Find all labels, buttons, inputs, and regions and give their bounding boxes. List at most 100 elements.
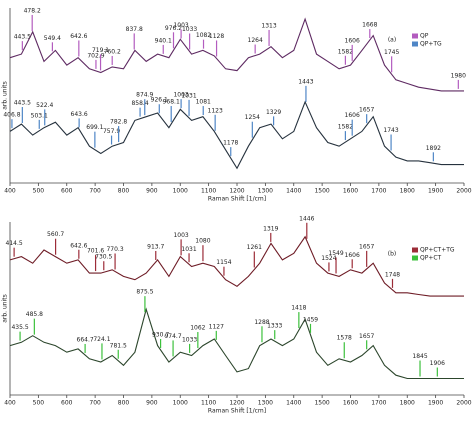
x-tick-label: 2000 <box>456 400 471 407</box>
x-tick-label: 1400 <box>286 400 301 407</box>
peak-label: 443.5 <box>14 34 31 41</box>
peak-label: 1254 <box>245 114 260 121</box>
peak-label: 1657 <box>359 107 374 114</box>
peak-label: 642.6 <box>70 33 87 40</box>
peak-label: 1657 <box>359 243 374 250</box>
peak-label: 1743 <box>383 127 398 134</box>
peak-label: 1606 <box>345 252 360 259</box>
peak-label: 1123 <box>208 107 223 114</box>
x-tick-label: 1900 <box>428 400 443 407</box>
peak-label: 1003 <box>173 22 188 29</box>
peak-label: 724.1 <box>93 336 110 343</box>
peak-label: 1524 <box>321 255 336 262</box>
peak-label: 874.9 <box>136 92 153 99</box>
peak-label: 913.7 <box>147 243 164 250</box>
x-axis-label: Raman Shift [1/cm] <box>208 408 266 415</box>
x-tick-label: 900 <box>146 188 158 195</box>
x-tick-label: 800 <box>118 188 130 195</box>
peak-label: 976.2 <box>165 25 182 32</box>
peak-label: 522.4 <box>36 102 53 109</box>
peak-label: 478.2 <box>24 7 41 14</box>
spectrum-line <box>9 235 464 297</box>
legend-swatch <box>412 247 418 253</box>
peak-label: 1657 <box>359 333 374 340</box>
peak-label: 781.5 <box>110 342 127 349</box>
x-tick-label: 1600 <box>343 400 358 407</box>
x-tick-label: 1900 <box>428 188 443 195</box>
x-tick-label: 1300 <box>258 400 273 407</box>
peak-label: 1578 <box>337 335 352 342</box>
peak-label: 1319 <box>263 225 278 232</box>
peak-label: 760.2 <box>104 48 121 55</box>
peak-label: 1446 <box>299 215 314 222</box>
x-tick-label: 1500 <box>314 400 329 407</box>
peak-label: 1003 <box>173 92 188 99</box>
peak-label: 1418 <box>291 305 306 312</box>
x-tick-label: 1100 <box>201 188 216 195</box>
x-tick-label: 1600 <box>343 188 358 195</box>
peak-label: 968.1 <box>163 99 180 106</box>
x-tick-label: 1000 <box>173 188 188 195</box>
peak-label: 701.6 <box>87 248 104 255</box>
peak-label: 1745 <box>384 49 399 56</box>
legend-swatch <box>412 255 418 261</box>
peak-label: 1031 <box>181 246 196 253</box>
x-axis-label: Raman Shift [1/cm] <box>208 196 266 203</box>
x-tick-label: 600 <box>61 400 73 407</box>
peak-label: 782.8 <box>110 119 127 126</box>
x-tick-label: 600 <box>61 188 73 195</box>
peak-label: 1906 <box>430 360 445 367</box>
x-tick-label: 400 <box>4 400 16 407</box>
peak-label: 485.8 <box>26 311 43 318</box>
peak-label: 1154 <box>216 259 231 266</box>
legend-swatch <box>412 41 418 47</box>
peak-label: 1080 <box>195 238 210 245</box>
peak-label: 1980 <box>451 72 466 79</box>
peak-label: 1033 <box>182 26 197 33</box>
peak-label: 1082 <box>196 32 211 39</box>
x-tick-label: 700 <box>89 188 101 195</box>
x-tick-label: 500 <box>33 400 45 407</box>
x-tick-label: 500 <box>33 188 45 195</box>
peak-label: 1748 <box>385 271 400 278</box>
peak-label: 643.6 <box>71 111 88 118</box>
x-tick-label: 900 <box>146 400 158 407</box>
peak-label: 719.1 <box>92 47 109 54</box>
peak-label: 730.5 <box>95 254 112 261</box>
peak-label: 974.7 <box>164 333 181 340</box>
peak-label: 1178 <box>223 140 238 147</box>
legend-label: QP+CT+TG <box>420 247 455 254</box>
peak-label: 1892 <box>426 145 441 152</box>
peak-label: 406.8 <box>3 112 20 119</box>
peak-label: 1459 <box>303 316 318 323</box>
peak-label: 549.4 <box>44 35 61 42</box>
x-tick-label: 800 <box>118 400 130 407</box>
y-axis-label: arb. units <box>2 294 9 323</box>
legend-swatch <box>412 33 418 39</box>
peak-label: 1081 <box>196 99 211 106</box>
y-axis-label: arb. units <box>2 81 9 110</box>
peak-label: 940.1 <box>155 37 172 44</box>
peak-label: 1261 <box>247 244 262 251</box>
x-tick-label: 700 <box>89 400 101 407</box>
peak-label: 1582 <box>338 124 353 131</box>
x-tick-label: 2000 <box>456 188 471 195</box>
peak-label: 875.5 <box>136 289 153 296</box>
peak-label: 770.3 <box>106 246 123 253</box>
peak-label: 414.5 <box>6 240 23 247</box>
panel-label: (b) <box>388 251 397 258</box>
x-tick-label: 1400 <box>286 188 301 195</box>
peak-label: 1606 <box>345 112 360 119</box>
peak-label: 435.5 <box>11 324 28 331</box>
peak-label: 443.5 <box>14 100 31 107</box>
x-tick-label: 1000 <box>173 400 188 407</box>
peak-label: 1031 <box>181 92 196 99</box>
x-tick-label: 400 <box>4 188 16 195</box>
x-tick-label: 1700 <box>371 188 386 195</box>
peak-label: 1288 <box>254 319 269 326</box>
spectrum-line <box>9 307 464 380</box>
peak-label: 1668 <box>362 22 377 29</box>
peak-label: 1127 <box>209 323 224 330</box>
legend-label: QP <box>420 33 429 40</box>
peak-label: 699.1 <box>86 124 103 131</box>
